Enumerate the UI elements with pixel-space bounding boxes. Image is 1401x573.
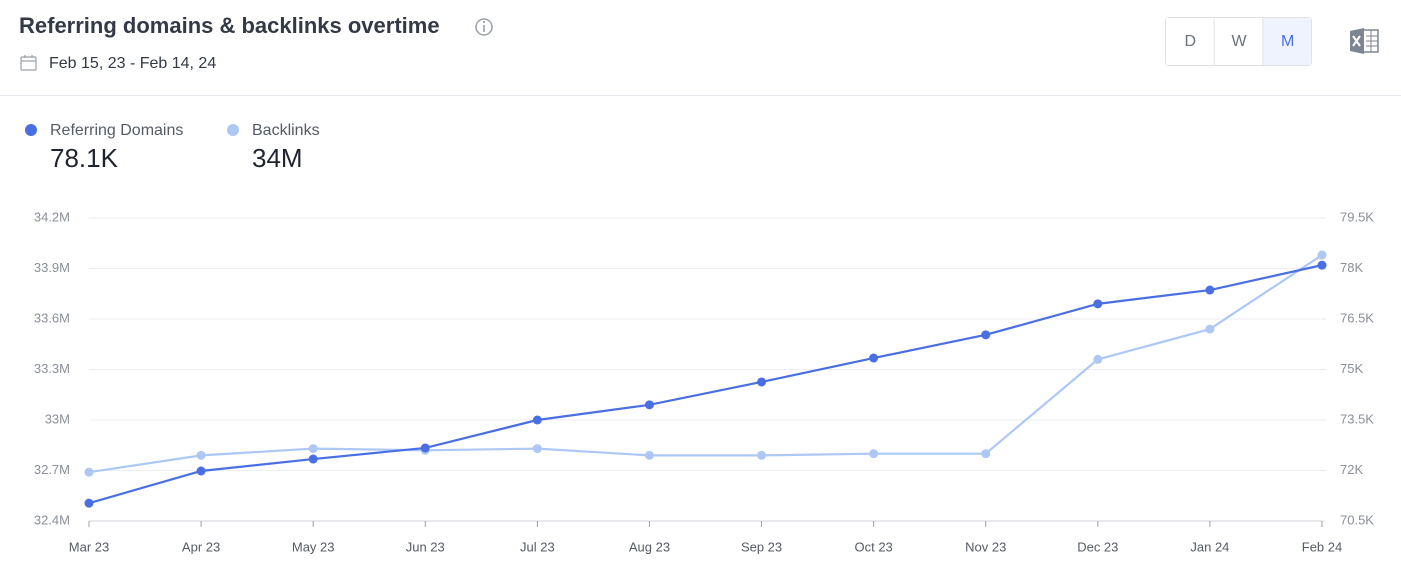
- x-tick-label: Jan 24: [1190, 539, 1229, 554]
- x-tick-label: Jul 23: [520, 539, 555, 554]
- data-point: [196, 466, 206, 476]
- data-point: [84, 467, 94, 477]
- info-icon[interactable]: [475, 18, 493, 36]
- date-range: Feb 15, 23 - Feb 14, 24: [49, 55, 216, 72]
- y-tick-label: 33.9M: [34, 260, 70, 275]
- x-tick-label: Oct 23: [854, 539, 892, 554]
- y-tick-label: 32.4M: [34, 512, 70, 527]
- data-point: [308, 454, 318, 464]
- period-button[interactable]: [1263, 18, 1311, 65]
- data-point: [644, 400, 654, 410]
- period-label[interactable]: M: [1281, 33, 1294, 50]
- legend-marker: [25, 124, 37, 136]
- x-tick-label: Nov 23: [965, 539, 1006, 554]
- data-point: [1205, 285, 1215, 295]
- y2-tick-label: 70.5K: [1340, 512, 1374, 527]
- y-tick-label: 32.7M: [34, 462, 70, 477]
- data-point: [308, 444, 318, 454]
- x-tick-label: May 23: [292, 539, 335, 554]
- y2-tick-label: 73.5K: [1340, 411, 1374, 426]
- data-point: [1317, 260, 1327, 270]
- y-tick-label: 33.6M: [34, 310, 70, 325]
- data-point: [757, 377, 767, 387]
- y-tick-label: 33M: [45, 411, 70, 426]
- excel-icon[interactable]: [1350, 28, 1379, 54]
- x-tick-label: Dec 23: [1077, 539, 1118, 554]
- period-label[interactable]: D: [1185, 33, 1197, 50]
- data-point: [981, 449, 991, 459]
- x-tick-label: Jun 23: [406, 539, 445, 554]
- period-button[interactable]: [1166, 18, 1214, 65]
- x-tick-label: Mar 23: [69, 539, 109, 554]
- data-point: [1093, 299, 1103, 309]
- x-tick-label: Feb 24: [1302, 539, 1342, 554]
- series-line: [88, 264, 1323, 505]
- y-tick-label: 33.3M: [34, 361, 70, 376]
- legend-label: Backlinks: [252, 122, 320, 139]
- data-point: [1317, 250, 1327, 260]
- y2-tick-label: 75K: [1340, 361, 1363, 376]
- data-point: [532, 415, 542, 425]
- widget-title: Referring domains & backlinks overtime: [19, 13, 440, 38]
- data-point: [981, 330, 991, 340]
- legend-total: 78.1K: [50, 143, 119, 173]
- y2-tick-label: 76.5K: [1340, 310, 1374, 325]
- legend-marker: [227, 124, 239, 136]
- y2-tick-label: 72K: [1340, 462, 1363, 477]
- series-line: [88, 254, 1323, 474]
- period-button[interactable]: [1214, 18, 1263, 65]
- x-tick-label: Sep 23: [741, 539, 782, 554]
- data-point: [757, 450, 767, 460]
- data-point: [1205, 324, 1215, 334]
- data-point: [1093, 354, 1103, 364]
- legend-label: Referring Domains: [50, 122, 183, 139]
- legend-total: 34M: [252, 143, 303, 173]
- data-point: [84, 498, 94, 508]
- x-tick-label: Apr 23: [182, 539, 220, 554]
- y2-tick-label: 79.5K: [1340, 209, 1374, 224]
- data-point: [532, 444, 542, 454]
- period-label[interactable]: W: [1231, 33, 1247, 50]
- data-point: [420, 443, 430, 453]
- y2-tick-label: 78K: [1340, 260, 1363, 275]
- y-tick-label: 34.2M: [34, 209, 70, 224]
- data-point: [869, 449, 879, 459]
- data-point: [869, 353, 879, 363]
- x-tick-label: Aug 23: [629, 539, 670, 554]
- data-point: [644, 450, 654, 460]
- data-point: [196, 450, 206, 460]
- calendar-icon: [20, 55, 37, 71]
